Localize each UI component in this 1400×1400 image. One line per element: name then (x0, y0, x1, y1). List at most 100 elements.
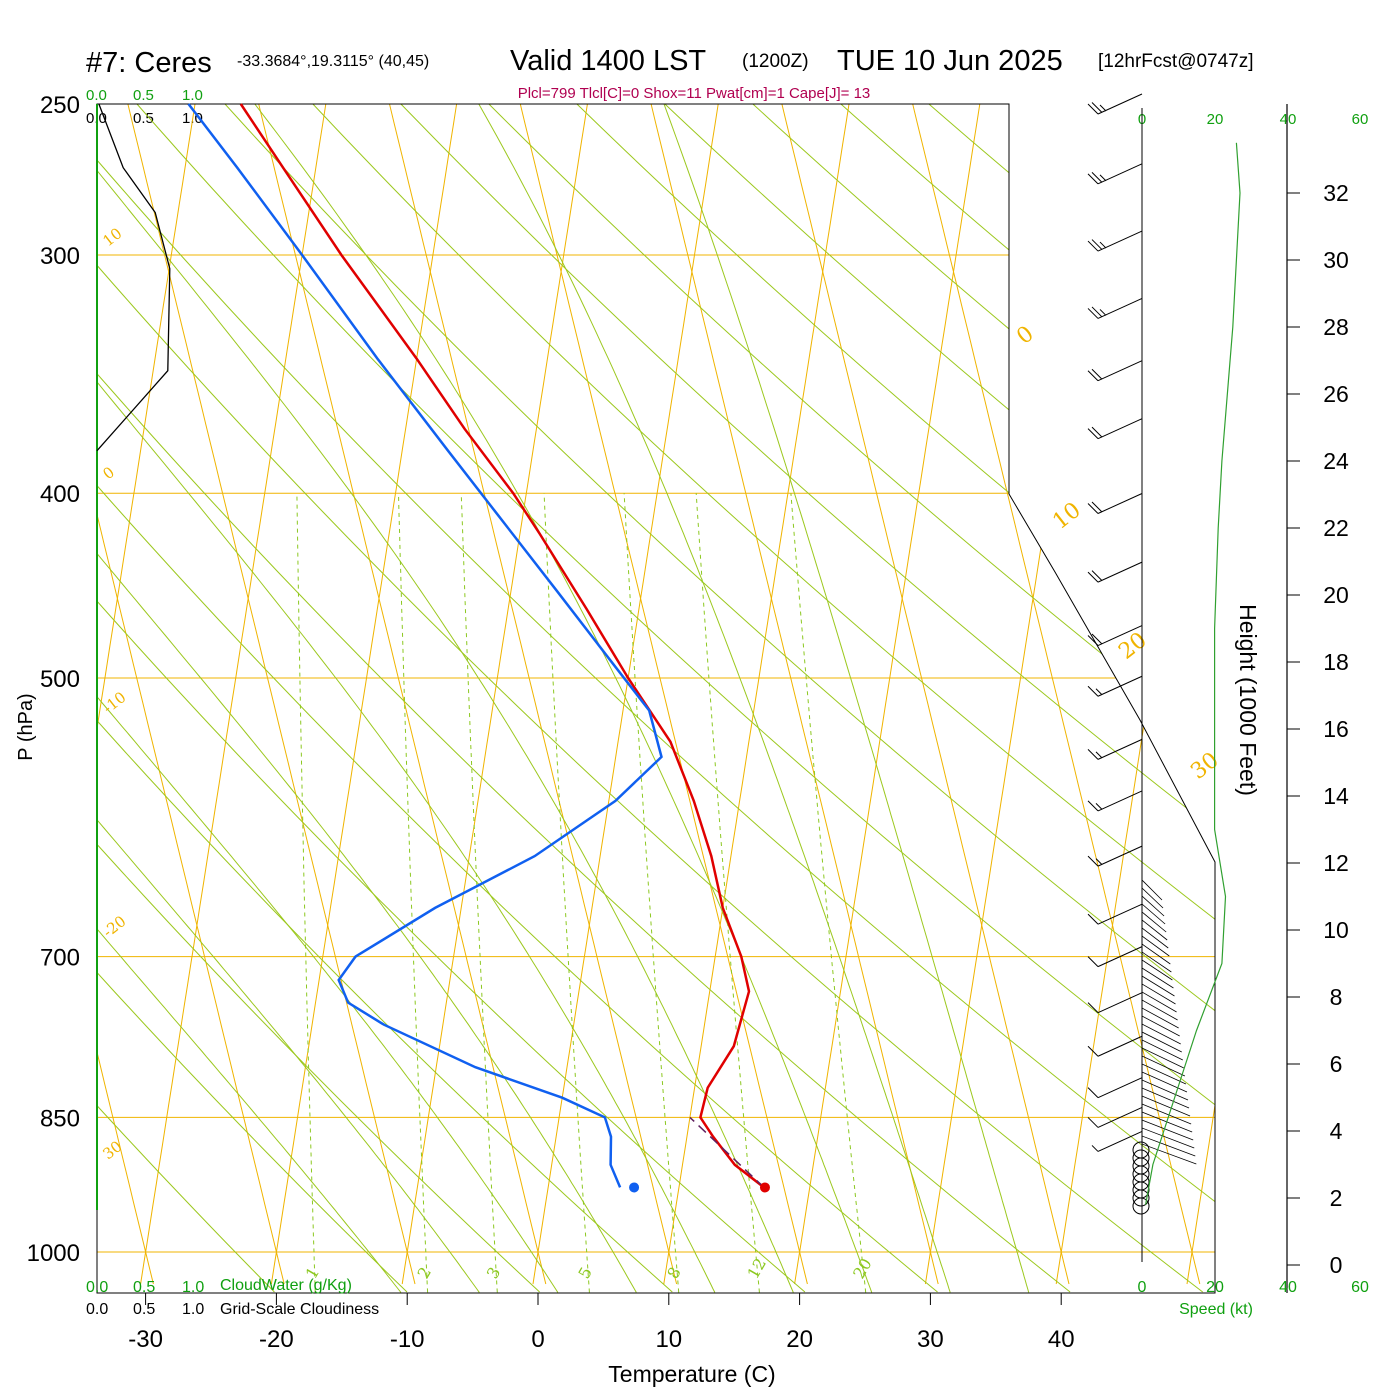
dry-adiabat-line (97, 104, 1215, 1293)
top-cl-tick-1: 0.5 (133, 110, 154, 127)
bot-cl-tick-2: 1.0 (182, 1301, 204, 1318)
dry-adiabat-line (312, 104, 1215, 1293)
isotherm-line (1305, 104, 1400, 1284)
wind-barb-low (1141, 1095, 1191, 1117)
wind-barb-flag (1087, 370, 1099, 382)
isotherm-label: -10 (99, 688, 129, 717)
pressure-tick-label: 250 (40, 92, 80, 119)
temperature-tick-label: 0 (531, 1326, 544, 1353)
mixing-ratio-line (398, 493, 429, 1293)
wind-barb-flag (1087, 913, 1099, 925)
wind-barb (1097, 845, 1143, 867)
wind-barb-low (1141, 1071, 1188, 1093)
dry-adiabat-line (136, 104, 1215, 1293)
bot-cw-tick-0: 0.0 (86, 1279, 108, 1296)
dry-adiabat-line (97, 104, 1204, 1293)
valid-date: TUE 10 Jun 2025 (837, 45, 1063, 77)
dry-adiabat-line (1192, 104, 1215, 1293)
station-coords: -33.3684°,19.3115° (40,45) (237, 53, 429, 70)
wind-barb-low (1141, 927, 1169, 949)
dry-adiabat-line (752, 104, 1215, 1293)
dry-adiabat-line (664, 104, 1215, 1293)
moist-adiabat-line (254, 104, 873, 1293)
wind-barb-low (1141, 895, 1165, 917)
isotherm-line (519, 104, 808, 1285)
cloudiness-legend-label: Grid-Scale Cloudiness (220, 1301, 379, 1318)
wind-barb-flag (1091, 171, 1103, 183)
height-tick-label: 2 (1330, 1185, 1343, 1211)
dry-adiabat-line (840, 104, 1215, 1293)
wind-barb-low (1141, 991, 1177, 1013)
bottom-cloudiness-legend: 0.0 0.5 1.0 Grid-Scale Cloudiness (86, 1301, 379, 1318)
speed-legend-label: Speed (kt) (1179, 1301, 1253, 1318)
height-tick-label: 28 (1323, 314, 1349, 340)
mixing-ratio-line (695, 493, 760, 1293)
wind-barb (1097, 493, 1143, 514)
wind-barb-low (1141, 1039, 1183, 1061)
wind-barb-flag (1087, 749, 1099, 760)
wind-barb (1097, 1130, 1143, 1152)
station-title: #7: Ceres (86, 47, 212, 79)
isotherm-line (794, 104, 981, 1285)
calm-wind-circle (1132, 1197, 1150, 1215)
wind-barb-flag (1091, 633, 1103, 645)
wind-barb (1097, 946, 1143, 968)
pressure-tick-label: 1000 (27, 1240, 80, 1267)
moist-adiabat-line (97, 104, 559, 1293)
wind-barb-low (1141, 951, 1172, 973)
wind-barb-flag (1095, 803, 1103, 810)
isotherm-label: 20 (1114, 628, 1151, 665)
isotherm-line (127, 104, 416, 1285)
wind-barb-low (1141, 1079, 1189, 1101)
top-cw-tick-1: 0.5 (133, 87, 154, 104)
temperature-tick-label: -10 (390, 1326, 425, 1353)
temperature-tick-label: 30 (917, 1326, 944, 1353)
moist-adiabat-line (663, 104, 1030, 1293)
top-speed-tick-1: 20 (1207, 111, 1224, 128)
sounding-profiles (187, 103, 770, 1193)
isotherm-line (401, 104, 588, 1285)
wind-barb-flag (1087, 103, 1099, 115)
wind-barb-flag (1087, 1002, 1099, 1014)
wind-barb-low (1141, 967, 1174, 989)
isotherm-label: 0 (1012, 321, 1038, 349)
dry-adiabat-line (1016, 104, 1215, 1293)
height-tick-label: 22 (1323, 515, 1349, 541)
cloudiness-curve (96, 103, 171, 452)
wind-barb-low (1141, 919, 1168, 941)
isotherm-line (532, 104, 719, 1285)
mixing-ratio-label: 8 (663, 1264, 685, 1282)
isotherm-label: 30 (1186, 748, 1223, 785)
temperature-tick-label: 10 (655, 1326, 682, 1353)
wind-barb (1097, 992, 1143, 1014)
mixing-ratio-line (790, 493, 867, 1293)
cloudwater-legend-label: CloudWater (g/Kg) (220, 1277, 352, 1294)
height-tick-label: 6 (1330, 1051, 1343, 1077)
plot-frame (96, 103, 1216, 1294)
wind-barb-low (1141, 943, 1171, 965)
wind-barb-low (1141, 1103, 1192, 1125)
wind-barb-flag (1087, 1117, 1099, 1128)
wind-barb (1097, 903, 1143, 925)
dry-adiabat-line (97, 104, 806, 1293)
mixing-ratio-label: 3 (483, 1264, 505, 1282)
y-axis-title: P (hPa) (15, 693, 37, 760)
temperature-tick-label: -30 (128, 1326, 163, 1353)
temperature-tick-label: 40 (1048, 1326, 1075, 1353)
wind-barb-flag (1091, 426, 1103, 438)
dry-adiabat-line (224, 104, 1215, 1293)
mixing-ratio-label: 5 (574, 1264, 596, 1282)
wind-barb-flag (1087, 800, 1099, 812)
wind-barb (1097, 230, 1143, 252)
dry-adiabat-line (97, 104, 540, 1293)
plot-outline (96, 103, 1216, 1294)
wind-barb-flag (1087, 173, 1099, 185)
wind-barb-low (1141, 1031, 1182, 1053)
isotherm-line (781, 104, 1070, 1285)
moist-adiabat-line (97, 104, 637, 1293)
wind-barb-low (1141, 1127, 1195, 1149)
wind-barb (1097, 625, 1143, 646)
top-cw-tick-2: 1.0 (182, 87, 203, 104)
top-speed-tick-2: 40 (1280, 111, 1297, 128)
calm-wind-circle (1132, 1189, 1150, 1207)
